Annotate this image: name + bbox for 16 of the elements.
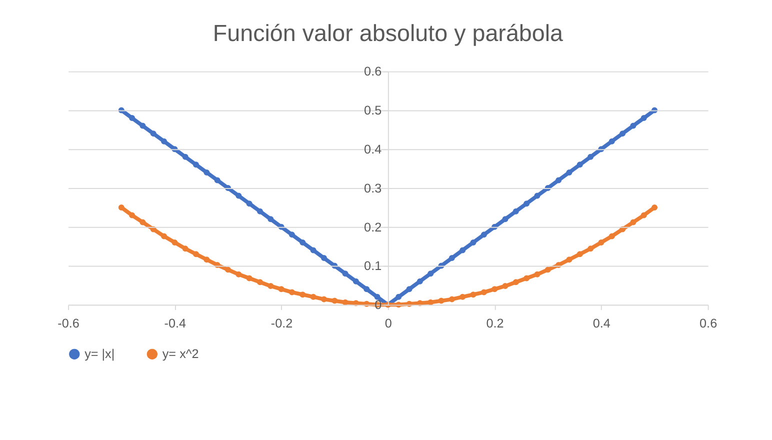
x-tick-label: 0 xyxy=(384,316,392,331)
legend-label: y= |x| xyxy=(84,347,115,362)
x-tick-label: -0.4 xyxy=(164,316,186,331)
x-tick-label: 0.6 xyxy=(700,316,718,331)
y-tick-label: 0.3 xyxy=(364,181,382,196)
y-tick-label: 0.2 xyxy=(364,220,382,234)
y-tick-label: 0.6 xyxy=(364,64,382,79)
y-tick-label: 0.5 xyxy=(364,104,382,118)
legend-label: y= x^2 xyxy=(162,347,199,362)
x-tick-label: -0.2 xyxy=(270,316,293,331)
y-tick-label: 0.4 xyxy=(364,142,382,156)
y-tick-label: 0.1 xyxy=(364,259,382,274)
x-tick-label: 0.4 xyxy=(592,316,610,331)
x-tick-label: 0.2 xyxy=(486,316,504,331)
chart-title: Función valor absoluto y parábola xyxy=(212,20,564,46)
x-tick-label: -0.6 xyxy=(58,316,80,331)
